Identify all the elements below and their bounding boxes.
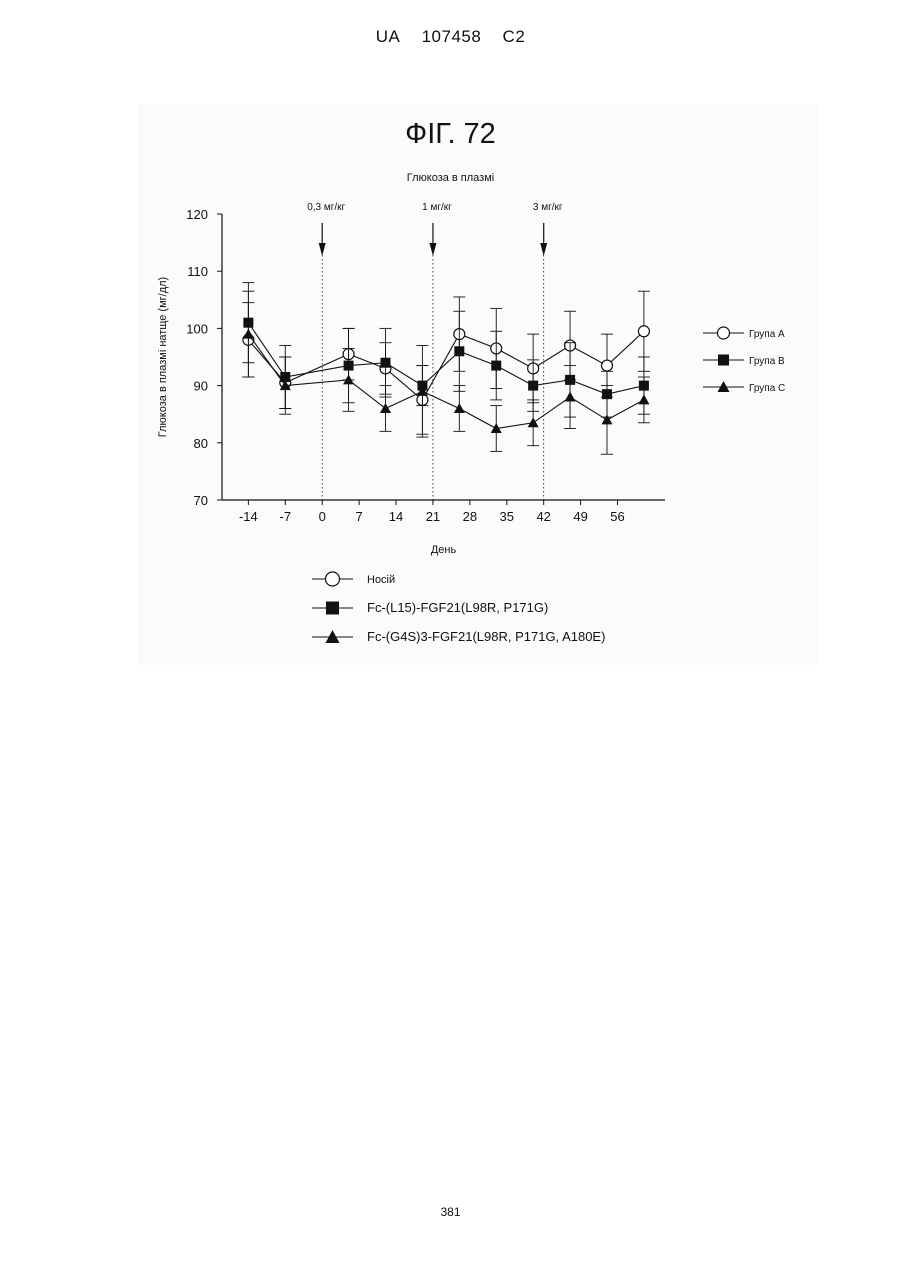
legend-label: Носій <box>367 574 395 586</box>
data-point <box>638 394 649 404</box>
data-point <box>491 361 501 371</box>
y-tick-label: 100 <box>186 321 208 336</box>
legend-label: Група B <box>749 356 785 367</box>
y-tick-label: 110 <box>187 264 208 279</box>
dose-arrow-head <box>540 243 547 256</box>
data-point <box>243 329 254 339</box>
data-point <box>528 417 539 427</box>
data-point <box>380 403 391 413</box>
x-tick-label: 49 <box>573 509 587 524</box>
data-point <box>454 346 464 356</box>
series-line <box>248 334 644 428</box>
dose-label: 0,3 мг/кг <box>307 202 345 213</box>
data-point <box>601 414 612 424</box>
data-point <box>454 403 465 413</box>
legend-marker <box>718 355 729 366</box>
data-point <box>601 360 612 371</box>
y-tick-label: 120 <box>186 207 208 222</box>
dose-label: 3 мг/кг <box>533 202 563 213</box>
x-tick-label: 7 <box>356 509 363 524</box>
page-number: 381 <box>0 1205 901 1219</box>
y-axis-label: Глюкоза в плазмі натще (мг/дл) <box>157 277 169 437</box>
data-point <box>528 381 538 391</box>
legend-marker <box>718 327 730 339</box>
x-tick-label: -7 <box>280 509 292 524</box>
dose-arrow-head <box>429 243 436 256</box>
x-tick-label: 14 <box>389 509 403 524</box>
dose-label: 1 мг/кг <box>422 202 452 213</box>
x-tick-label: 0 <box>319 509 326 524</box>
data-point <box>380 358 390 368</box>
dose-arrow-head <box>319 243 326 256</box>
legend-label: Група A <box>749 329 785 340</box>
series-line <box>248 331 644 400</box>
x-tick-label: 28 <box>463 509 477 524</box>
x-tick-label: 35 <box>500 509 514 524</box>
x-tick-label: -14 <box>239 509 258 524</box>
y-tick-label: 90 <box>194 379 208 394</box>
legend-label: Fc-(L15)-FGF21(L98R, P171G) <box>367 600 548 615</box>
legend-marker <box>326 572 340 586</box>
y-tick-label: 70 <box>194 493 208 508</box>
x-tick-label: 42 <box>536 509 550 524</box>
x-tick-label: 21 <box>426 509 440 524</box>
x-axis-label: День <box>431 544 457 556</box>
y-tick-label: 80 <box>194 436 208 451</box>
x-tick-label: 56 <box>610 509 624 524</box>
data-point <box>565 392 576 402</box>
data-point <box>638 326 649 337</box>
legend-label: Fc-(G4S)3-FGF21(L98R, P171G, A180E) <box>367 629 605 644</box>
data-point <box>343 374 354 384</box>
legend-label: Група C <box>749 383 785 394</box>
legend-marker <box>326 602 339 615</box>
